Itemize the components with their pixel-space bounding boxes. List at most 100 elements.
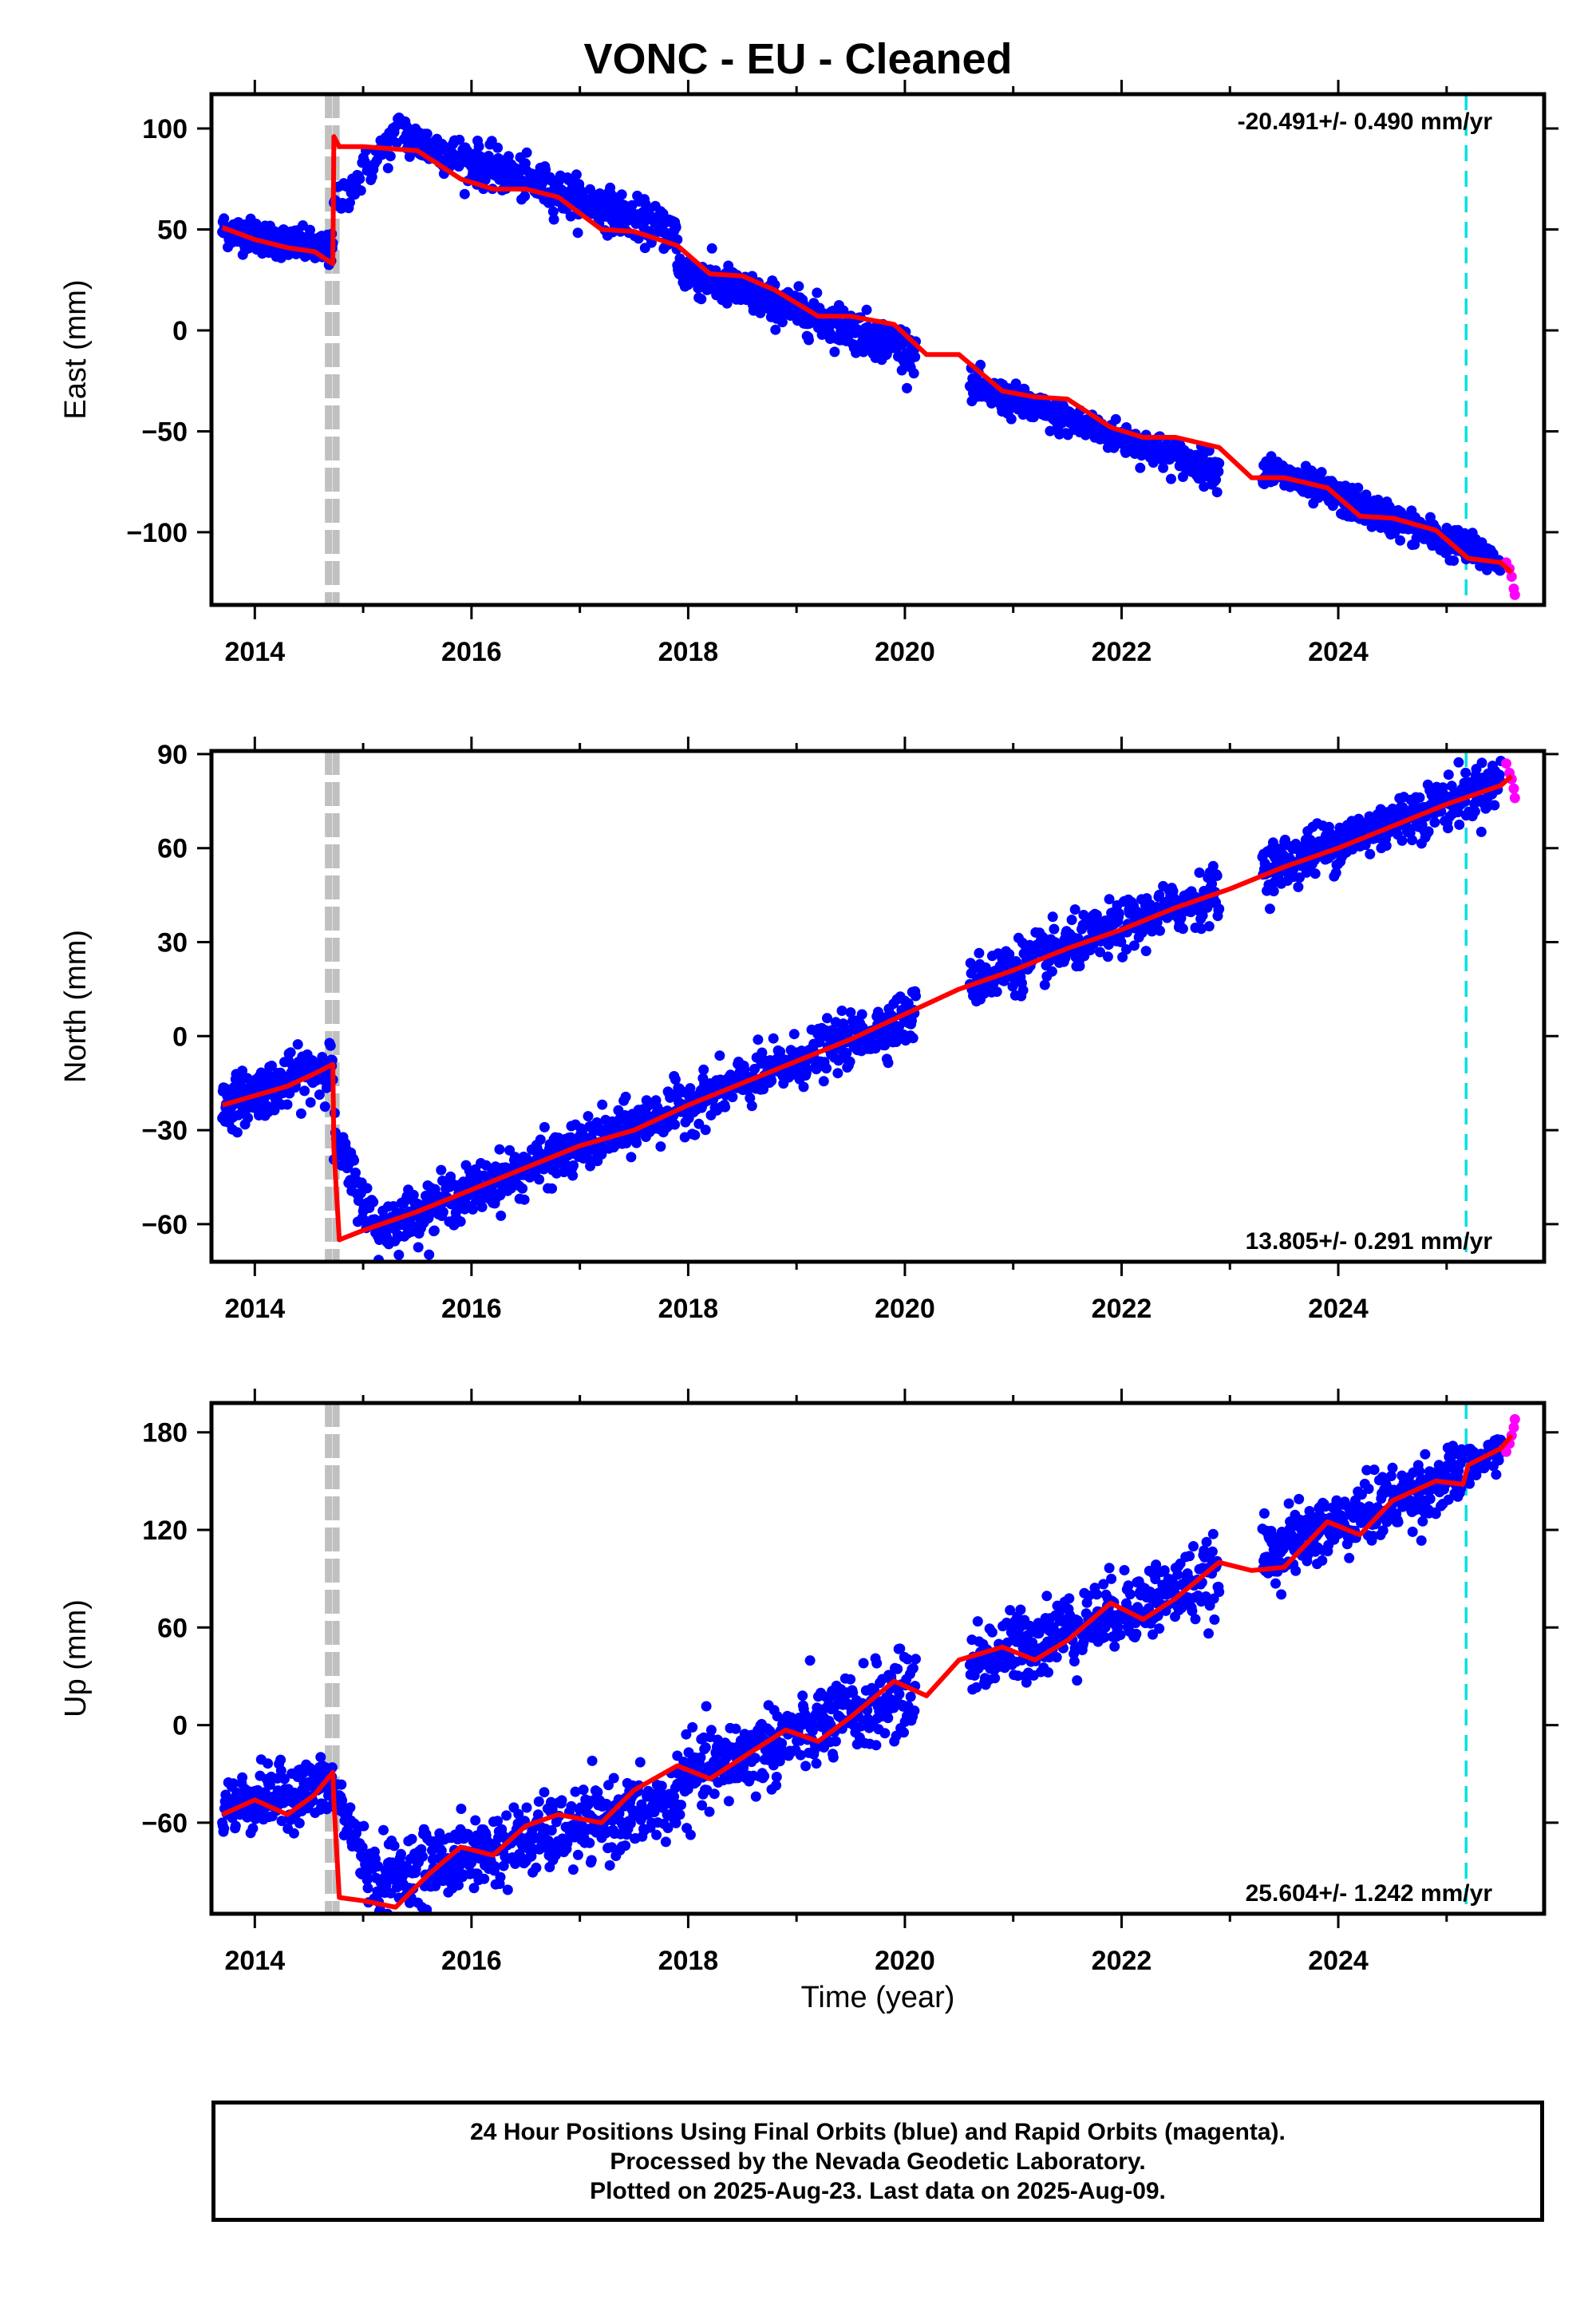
north-data-point (350, 1168, 361, 1178)
north-data-point (826, 1025, 837, 1036)
east-rapid-point (1506, 571, 1517, 583)
up-data-point (894, 1689, 905, 1700)
up-data-point (604, 1860, 615, 1871)
north-data-point (292, 1039, 303, 1050)
north-x-tick-label: 2022 (1092, 1294, 1152, 1324)
up-data-point (723, 1796, 734, 1807)
up-data-point (492, 1816, 504, 1827)
north-data-point (1207, 878, 1218, 889)
up-data-point (378, 1824, 389, 1836)
north-data-point (534, 1174, 545, 1185)
east-data-point (861, 304, 872, 315)
north-data-point (821, 1063, 832, 1074)
north-data-point (429, 1225, 440, 1236)
east-data-point (354, 173, 365, 184)
east-final-orbit-points (217, 113, 1507, 576)
north-data-point (494, 1144, 505, 1155)
north-plot-frame (209, 749, 1547, 1264)
north-data-point (642, 1101, 654, 1112)
up-data-point (902, 1654, 913, 1665)
up-data-point (279, 1773, 290, 1784)
north-data-point (237, 1065, 248, 1077)
north-data-point (349, 1155, 360, 1166)
north-data-point (1140, 946, 1152, 957)
up-data-point (468, 1883, 480, 1894)
up-data-point (381, 1880, 392, 1891)
north-data-point (496, 1210, 507, 1221)
up-data-point (759, 1771, 770, 1781)
north-data-point (1423, 826, 1434, 837)
north-data-point (267, 1061, 277, 1071)
up-data-point (858, 1658, 869, 1669)
east-x-tick-label: 2020 (875, 637, 935, 667)
east-data-point (829, 346, 840, 358)
up-data-point (907, 1662, 918, 1674)
up-data-point (830, 1736, 841, 1747)
up-data-point (986, 1626, 998, 1638)
north-y-tick-label: 0 (172, 1022, 188, 1052)
up-data-point (453, 1879, 464, 1891)
east-data-point (1110, 413, 1121, 425)
east-rapid-point (1509, 589, 1520, 600)
north-data-point (1194, 868, 1205, 878)
east-x-tick-label: 2024 (1308, 637, 1369, 667)
up-data-point (578, 1784, 589, 1796)
up-data-point (905, 1691, 916, 1702)
east-data-point (812, 287, 823, 298)
up-data-point (608, 1773, 619, 1784)
up-data-point (547, 1804, 558, 1816)
up-data-point (237, 1772, 248, 1783)
up-data-point (532, 1809, 543, 1820)
up-data-point (550, 1850, 561, 1860)
up-data-point (567, 1864, 579, 1875)
up-data-point (804, 1655, 816, 1666)
north-data-point (1453, 757, 1464, 768)
up-data-point (228, 1778, 239, 1789)
north-data-point (1116, 936, 1127, 947)
north-data-point (547, 1183, 558, 1194)
east-data-point (1019, 384, 1030, 394)
north-data-point (655, 1141, 666, 1152)
up-data-point (1043, 1667, 1053, 1678)
up-data-point (620, 1840, 631, 1852)
north-data-point (1414, 792, 1425, 803)
north-data-point (535, 1134, 546, 1145)
north-panel: 2014 2016 2018 2020 2022 20249060300−30−60Nor… (59, 737, 1558, 1324)
north-data-point (1004, 949, 1015, 960)
up-data-point (288, 1828, 299, 1839)
north-data-point (685, 1083, 696, 1094)
up-data-point (546, 1796, 556, 1808)
north-data-point (317, 1052, 328, 1062)
up-data-point (701, 1701, 712, 1712)
east-y-tick-label: 0 (172, 316, 188, 346)
east-data-point (910, 351, 921, 362)
north-data-point (1443, 823, 1453, 834)
east-data-point (540, 164, 551, 176)
up-data-point (230, 1820, 241, 1832)
north-data-point (1310, 868, 1321, 879)
up-data-point (495, 1871, 506, 1883)
east-x-tick-label: 2022 (1092, 637, 1152, 667)
north-data-point (326, 1054, 338, 1065)
east-y-axis-title: East (mm) (59, 279, 93, 419)
north-data-point (243, 1113, 254, 1124)
north-data-point (1155, 925, 1165, 936)
east-data-point (672, 234, 683, 245)
north-data-point (1460, 767, 1472, 778)
north-data-point (766, 1075, 777, 1086)
north-data-point (1017, 985, 1029, 996)
north-data-point (1330, 868, 1341, 879)
up-data-point (556, 1795, 567, 1806)
north-data-point (597, 1099, 608, 1110)
up-data-point (625, 1818, 636, 1829)
north-x-tick-label: 2014 (224, 1294, 285, 1324)
north-x-tick-label: 2016 (441, 1294, 502, 1324)
up-data-point (326, 1762, 338, 1773)
east-data-point (793, 281, 804, 292)
east-data-point (1213, 466, 1224, 477)
north-data-point (700, 1124, 711, 1136)
north-data-point (1066, 915, 1077, 926)
up-data-point (566, 1800, 577, 1812)
up-data-point (695, 1752, 706, 1763)
